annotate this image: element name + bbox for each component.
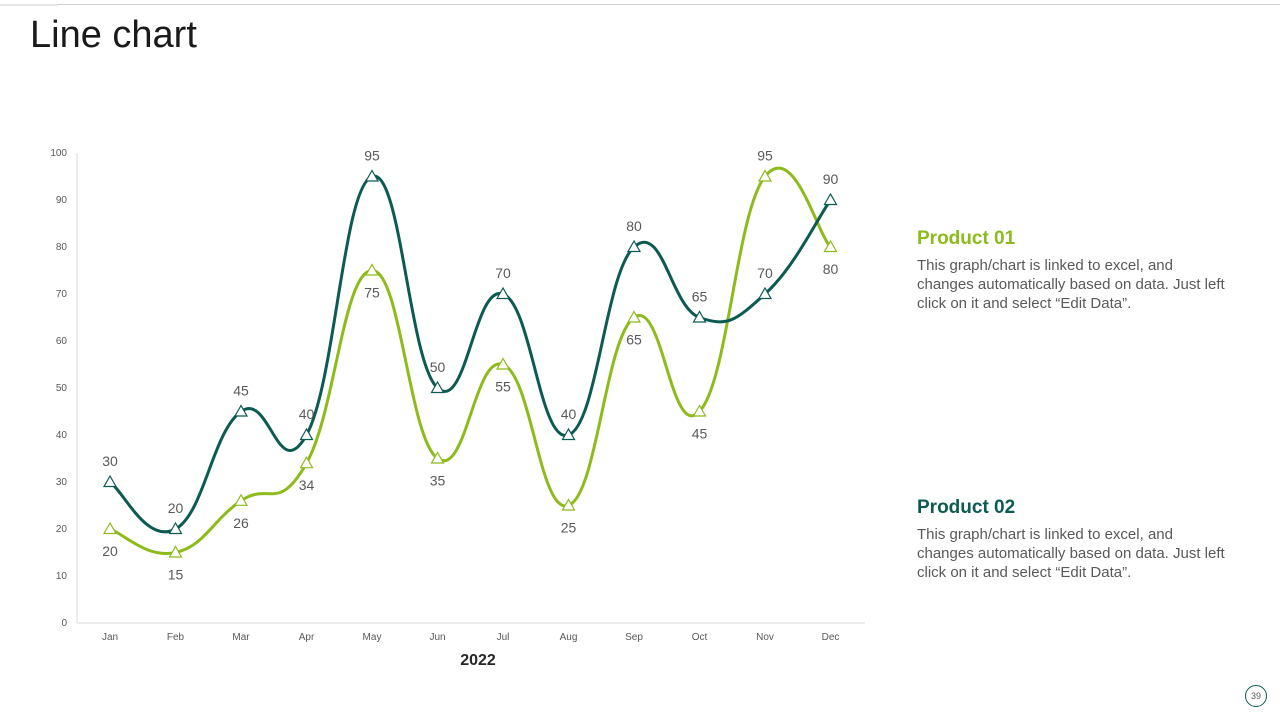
- x-tick-label: Feb: [167, 632, 185, 643]
- y-tick-label: 10: [56, 571, 68, 582]
- x-tick-label: Mar: [232, 632, 250, 643]
- data-point-product-02[interactable]: [168, 521, 183, 535]
- page-number-badge: 39: [1245, 685, 1267, 707]
- data-label-product-02: 95: [364, 148, 380, 164]
- data-label-product-01: 34: [299, 477, 315, 493]
- data-label-product-01: 35: [430, 473, 446, 489]
- data-label-product-02: 65: [692, 289, 708, 305]
- data-label-product-02: 30: [102, 453, 118, 469]
- data-label-product-02: 50: [430, 359, 446, 375]
- x-tick-label: Sep: [625, 632, 643, 643]
- top-divider: [0, 4, 1280, 5]
- data-point-product-01[interactable]: [823, 239, 838, 253]
- data-point-product-01[interactable]: [626, 310, 642, 323]
- top-divider-accent: [0, 4, 58, 6]
- y-tick-label: 30: [56, 477, 68, 488]
- data-point-product-01[interactable]: [430, 451, 445, 464]
- chart-series-lines: [108, 166, 832, 555]
- data-label-product-01: 65: [626, 332, 642, 348]
- chart-data-labels: 20 15 26 34 75 35 55 25 65 45 95 80 30 20 45 40 95 50 70 40…: [102, 148, 838, 583]
- data-point-product-02[interactable]: [102, 474, 118, 488]
- data-point-product-02[interactable]: [626, 239, 642, 253]
- y-tick-label: 50: [56, 383, 68, 394]
- data-point-product-01[interactable]: [233, 493, 249, 506]
- chart-markers: [102, 169, 838, 558]
- page-title: Line chart: [30, 14, 197, 56]
- data-label-product-01: 26: [233, 515, 249, 531]
- data-label-product-02: 40: [561, 406, 577, 422]
- data-point-product-01[interactable]: [168, 545, 183, 558]
- legend-product-01: Product 01 This graph/chart is linked to…: [917, 228, 1237, 313]
- data-label-product-01: 80: [823, 261, 839, 277]
- y-tick-label: 90: [56, 195, 68, 206]
- data-point-product-01[interactable]: [561, 498, 576, 511]
- y-tick-label: 60: [56, 336, 68, 347]
- data-label-product-02: 80: [626, 218, 642, 234]
- data-label-product-01: 75: [364, 285, 380, 301]
- y-tick-label: 20: [56, 524, 68, 535]
- data-label-product-02: 45: [233, 383, 249, 399]
- legend-product-02: Product 02 This graph/chart is linked to…: [917, 497, 1237, 582]
- x-tick-label: May: [363, 632, 382, 643]
- x-tick-label: Jun: [429, 632, 445, 643]
- data-point-product-02[interactable]: [692, 310, 707, 323]
- data-point-product-01[interactable]: [102, 521, 118, 535]
- legend-title-product-02: Product 02: [917, 497, 1016, 518]
- chart-axes: 0 10 20 30 40 50 60 70 80 90 100 Jan Feb Mar Apr May Jun…: [50, 148, 865, 669]
- y-tick-label: 0: [61, 618, 67, 629]
- legend-title-product-01: Product 01: [917, 228, 1016, 249]
- series-line-product-02: [108, 174, 832, 534]
- data-point-product-02[interactable]: [823, 192, 838, 206]
- data-label-product-01: 45: [692, 426, 708, 442]
- y-tick-label: 40: [56, 430, 68, 441]
- y-tick-label: 80: [56, 242, 68, 253]
- series-line-product-01: [108, 166, 832, 555]
- x-tick-label: Nov: [756, 632, 774, 643]
- data-point-product-02[interactable]: [495, 286, 511, 300]
- data-label-product-01: 55: [495, 379, 511, 395]
- data-label-product-02: 40: [299, 406, 315, 422]
- data-point-product-02[interactable]: [364, 169, 380, 182]
- data-point-product-02[interactable]: [430, 380, 445, 394]
- x-tick-label: Aug: [560, 632, 578, 643]
- y-tick-label: 100: [50, 148, 67, 159]
- x-tick-label: Oct: [692, 632, 708, 643]
- data-label-product-01: 95: [757, 148, 773, 164]
- data-label-product-01: 25: [561, 520, 577, 536]
- x-axis-title: 2022: [460, 652, 496, 669]
- data-point-product-02[interactable]: [299, 427, 314, 441]
- data-point-product-01[interactable]: [364, 263, 380, 276]
- data-point-product-01[interactable]: [757, 169, 773, 182]
- data-label-product-02: 70: [495, 265, 511, 281]
- data-label-product-01: 20: [102, 543, 118, 559]
- data-label-product-02: 20: [168, 500, 184, 516]
- data-point-product-02[interactable]: [561, 427, 576, 441]
- x-tick-label: Jul: [497, 632, 510, 643]
- data-point-product-01[interactable]: [495, 357, 511, 370]
- x-tick-label: Apr: [299, 632, 315, 643]
- legend-description-product-02: This graph/chart is linked to excel, and…: [917, 526, 1225, 581]
- data-label-product-02: 70: [757, 265, 773, 281]
- data-point-product-02[interactable]: [757, 286, 773, 300]
- data-label-product-01: 15: [168, 567, 184, 583]
- legend-description-product-01: This graph/chart is linked to excel, and…: [917, 257, 1225, 312]
- x-tick-label: Jan: [102, 632, 118, 643]
- data-point-product-02[interactable]: [233, 404, 249, 417]
- x-tick-label: Dec: [822, 632, 840, 643]
- data-point-product-01[interactable]: [299, 455, 314, 469]
- data-label-product-02: 90: [823, 171, 839, 187]
- y-tick-label: 70: [56, 289, 68, 300]
- data-point-product-01[interactable]: [692, 404, 707, 417]
